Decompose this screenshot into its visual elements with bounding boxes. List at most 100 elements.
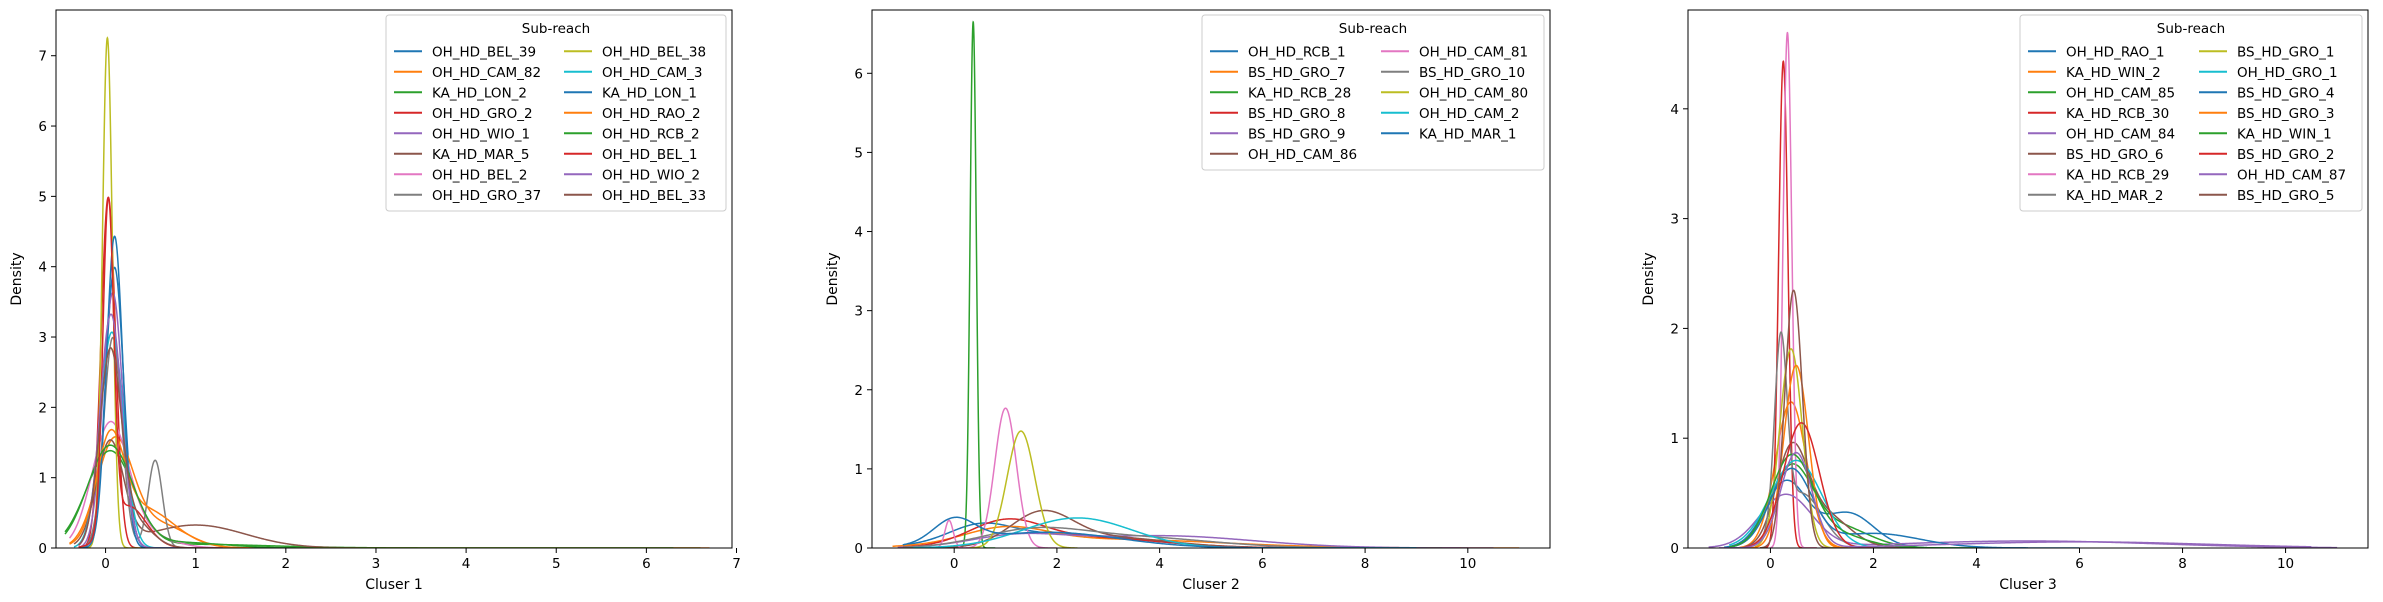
x-axis-label: Cluser 2 (1182, 577, 1240, 593)
x-axis-ticks: 0 1 2 3 4 5 6 7 (101, 548, 741, 572)
legend-entry-label: KA_HD_MAR_2 (2066, 188, 2164, 204)
y-tick-label: 3 (38, 330, 47, 346)
legend-entry-label: BS_HD_GRO_4 (2237, 85, 2334, 101)
y-tick-label: 3 (854, 304, 863, 320)
y-tick-label: 1 (1670, 431, 1679, 447)
legend-entry-label: BS_HD_GRO_5 (2237, 188, 2334, 204)
legend-entry-label: OH_HD_CAM_85 (2066, 85, 2175, 101)
legend-title: Sub-reach (2157, 21, 2225, 37)
axes-frame (871, 9, 1551, 549)
y-tick-label: 0 (1670, 541, 1679, 557)
legend-entry-label: BS_HD_GRO_9 (1248, 126, 1345, 142)
legend-entry-label: OH_HD_BEL_33 (602, 188, 706, 204)
y-tick-label: 2 (1670, 321, 1679, 337)
legend-entry-label: OH_HD_CAM_2 (1419, 106, 1519, 122)
x-tick-label: 4 (1972, 556, 1981, 572)
legend-entry-label: BS_HD_GRO_6 (2066, 147, 2163, 163)
chart-panel-cluster-1: 0 1 2 3 4 5 6 7 0 1 2 3 4 5 6 7 Cluser 1 Density Sub-r… (9, 9, 741, 593)
legend-entry-label: OH_HD_CAM_86 (1248, 147, 1357, 163)
y-tick-label: 3 (1670, 212, 1679, 228)
legend: Sub-reach OH_HD_RAO_1 KA_HD_WIN_2 OH_HD_CA… (2019, 14, 2363, 212)
legend-entry-label: KA_HD_LON_1 (602, 85, 697, 101)
chart-panel-cluster-3: 0 2 4 6 8 10 0 1 2 3 4 Cluser 3 Density Sub-reach… (1641, 9, 2369, 593)
y-tick-label: 0 (38, 541, 47, 557)
x-tick-label: 7 (732, 556, 741, 572)
legend-entry-label: KA_HD_LON_2 (432, 85, 527, 101)
legend-entry-label: KA_HD_RCB_29 (2066, 167, 2169, 183)
legend-entry-label: KA_HD_WIN_2 (2066, 65, 2161, 81)
legend-box (1201, 14, 1545, 171)
y-tick-label: 4 (1670, 102, 1679, 118)
x-tick-label: 2 (282, 556, 291, 572)
legend-entry-label: BS_HD_GRO_1 (2237, 44, 2334, 60)
x-tick-label: 2 (1869, 556, 1878, 572)
legend-entry-label: KA_HD_WIN_1 (2237, 126, 2332, 142)
legend-entry-label: OH_HD_GRO_37 (432, 188, 541, 204)
x-tick-label: 5 (552, 556, 561, 572)
legend-entry-label: KA_HD_MAR_1 (1419, 126, 1517, 142)
axes-frame (55, 9, 733, 549)
x-axis-ticks: 0 2 4 6 8 10 (1766, 548, 2294, 572)
y-tick-label: 1 (38, 471, 47, 487)
y-tick-label: 4 (38, 260, 47, 276)
x-tick-label: 1 (191, 556, 200, 572)
y-tick-label: 6 (854, 66, 863, 82)
series-line-KA_HD_MAR_5 (73, 439, 358, 548)
x-tick-label: 0 (101, 556, 110, 572)
legend-entries: OH_HD_RCB_1 BS_HD_GRO_7 KA_HD_RCB_28 BS_HD_… (1210, 44, 1528, 163)
y-axis-label: Density (1641, 252, 1657, 305)
legend-title: Sub-reach (522, 21, 590, 37)
x-tick-label: 4 (1155, 556, 1164, 572)
legend-box (2019, 14, 2363, 212)
y-tick-label: 6 (38, 119, 47, 135)
legend-entry-label: KA_HD_RCB_30 (2066, 106, 2169, 122)
series-line-OH_HD_CAM_80 (969, 430, 1078, 548)
legend-entry-label: OH_HD_WIO_1 (432, 126, 530, 142)
legend-entry-label: BS_HD_GRO_2 (2237, 147, 2334, 163)
y-tick-label: 7 (38, 49, 47, 65)
x-tick-label: 8 (1361, 556, 1370, 572)
legend-entries: OH_HD_BEL_39 OH_HD_CAM_82 KA_HD_LON_2 OH_HD… (394, 44, 706, 204)
y-axis-label: Density (9, 252, 25, 305)
y-tick-label: 5 (854, 145, 863, 161)
legend-entries: OH_HD_RAO_1 KA_HD_WIN_2 OH_HD_CAM_85 KA_HD_… (2028, 44, 2346, 204)
y-axis-ticks: 0 1 2 3 4 5 6 (854, 66, 872, 557)
series-line-OH_HD_CAM_2 (913, 517, 1417, 548)
y-axis-ticks: 0 1 2 3 4 5 6 7 (38, 49, 56, 557)
legend-entry-label: OH_HD_CAM_82 (432, 65, 541, 81)
series-line-OH_HD_RCB_2 (64, 444, 674, 548)
legend-entry-label: KA_HD_RCB_28 (1248, 85, 1351, 101)
chart-panel-cluster-2: 0 2 4 6 8 10 0 1 2 3 4 5 6 Cluser 2 Density Sub-rea… (825, 9, 1551, 593)
y-tick-label: 4 (854, 225, 863, 241)
legend-entry-label: BS_HD_GRO_3 (2237, 106, 2334, 122)
x-axis-label: Cluser 3 (1999, 577, 2057, 593)
legend-entry-label: OH_HD_GRO_1 (2237, 65, 2338, 81)
y-tick-label: 2 (854, 383, 863, 399)
legend-entry-label: OH_HD_RCB_2 (602, 126, 700, 142)
legend-entry-label: OH_HD_CAM_84 (2066, 126, 2175, 142)
legend-entry-label: BS_HD_GRO_10 (1419, 65, 1525, 81)
x-tick-label: 4 (462, 556, 471, 572)
series-line-OH_HD_CAM_87 (1718, 451, 2312, 548)
x-tick-label: 10 (2277, 556, 2294, 572)
axes-frame (1687, 9, 2369, 549)
legend-box (385, 14, 727, 212)
series-line-KA_HD_LON_1 (78, 235, 187, 548)
legend-entry-label: OH_HD_GRO_2 (432, 106, 533, 122)
legend-entry-label: OH_HD_BEL_1 (602, 147, 697, 163)
legend-entry-label: OH_HD_WIO_2 (602, 167, 700, 183)
legend-entry-label: OH_HD_CAM_80 (1419, 85, 1528, 101)
y-tick-label: 0 (854, 541, 863, 557)
x-axis-label: Cluser 1 (365, 577, 423, 593)
series-line-OH_HD_WIO_2 (78, 313, 196, 548)
legend-entry-label: OH_HD_RAO_1 (2066, 44, 2165, 60)
series-line-OH_HD_RAO_2 (69, 428, 710, 548)
legend-entry-label: KA_HD_MAR_5 (432, 147, 530, 163)
series-line-OH_HD_CAM_81 (928, 407, 1057, 548)
y-axis-ticks: 0 1 2 3 4 (1670, 102, 1688, 557)
legend-entry-label: OH_HD_CAM_87 (2237, 167, 2346, 183)
legend-entry-label: OH_HD_CAM_3 (602, 65, 702, 81)
x-tick-label: 8 (2178, 556, 2187, 572)
x-tick-label: 0 (1766, 556, 1775, 572)
